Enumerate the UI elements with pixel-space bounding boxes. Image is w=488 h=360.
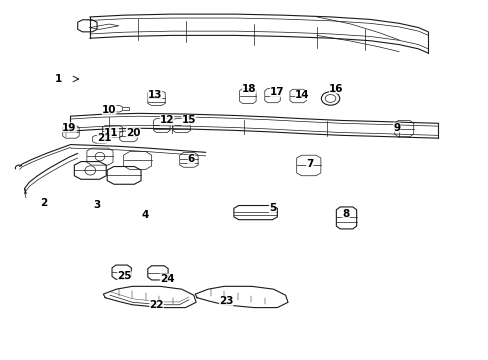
Text: 24: 24: [160, 274, 174, 284]
Text: 5: 5: [268, 203, 276, 213]
Text: 7: 7: [305, 159, 313, 169]
Text: 11: 11: [104, 127, 119, 138]
Text: 12: 12: [160, 116, 174, 125]
Text: 10: 10: [102, 105, 116, 115]
Text: 15: 15: [181, 116, 196, 125]
Text: 1: 1: [55, 74, 62, 84]
Text: 23: 23: [219, 296, 233, 306]
Text: 19: 19: [62, 122, 77, 132]
Text: 20: 20: [126, 127, 140, 138]
Text: 3: 3: [93, 200, 101, 210]
Text: 8: 8: [342, 209, 349, 219]
Text: 2: 2: [40, 198, 47, 208]
Text: 18: 18: [242, 84, 256, 94]
Text: 14: 14: [295, 90, 309, 100]
Text: 4: 4: [142, 211, 149, 220]
Text: 17: 17: [269, 87, 284, 97]
Text: 21: 21: [97, 133, 111, 143]
Text: 9: 9: [392, 122, 400, 132]
Text: 13: 13: [147, 90, 162, 100]
Text: 16: 16: [328, 84, 343, 94]
Text: 25: 25: [117, 271, 132, 282]
Text: 6: 6: [187, 154, 195, 165]
Text: 22: 22: [149, 300, 163, 310]
